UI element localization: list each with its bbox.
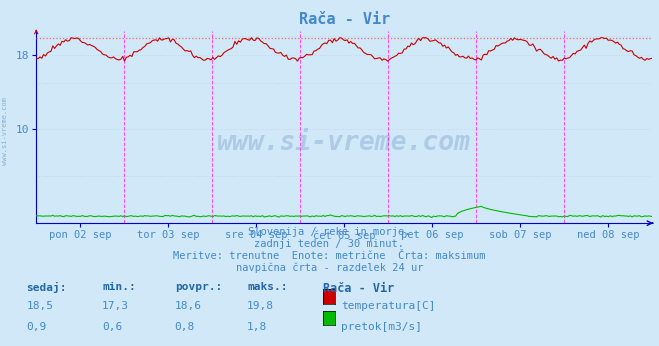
Text: maks.:: maks.:: [247, 282, 287, 292]
Text: 18,5: 18,5: [26, 301, 53, 311]
Text: navpična črta - razdelek 24 ur: navpična črta - razdelek 24 ur: [236, 263, 423, 273]
Text: min.:: min.:: [102, 282, 136, 292]
Text: zadnji teden / 30 minut.: zadnji teden / 30 minut.: [254, 239, 405, 249]
Text: www.si-vreme.com: www.si-vreme.com: [2, 98, 9, 165]
Text: 19,8: 19,8: [247, 301, 274, 311]
Text: sedaj:: sedaj:: [26, 282, 67, 293]
Title: Rača - Vir: Rača - Vir: [299, 12, 390, 27]
Text: pretok[m3/s]: pretok[m3/s]: [341, 322, 422, 333]
Text: 17,3: 17,3: [102, 301, 129, 311]
Text: Rača - Vir: Rača - Vir: [323, 282, 394, 295]
Text: 1,8: 1,8: [247, 322, 268, 333]
Text: 18,6: 18,6: [175, 301, 202, 311]
Text: 0,9: 0,9: [26, 322, 47, 333]
Text: 0,8: 0,8: [175, 322, 195, 333]
Text: www.si-vreme.com: www.si-vreme.com: [217, 129, 471, 155]
Text: Meritve: trenutne  Enote: metrične  Črta: maksimum: Meritve: trenutne Enote: metrične Črta: …: [173, 251, 486, 261]
Text: Slovenija / reke in morje.: Slovenija / reke in morje.: [248, 227, 411, 237]
Text: povpr.:: povpr.:: [175, 282, 222, 292]
Text: 0,6: 0,6: [102, 322, 123, 333]
Text: temperatura[C]: temperatura[C]: [341, 301, 436, 311]
